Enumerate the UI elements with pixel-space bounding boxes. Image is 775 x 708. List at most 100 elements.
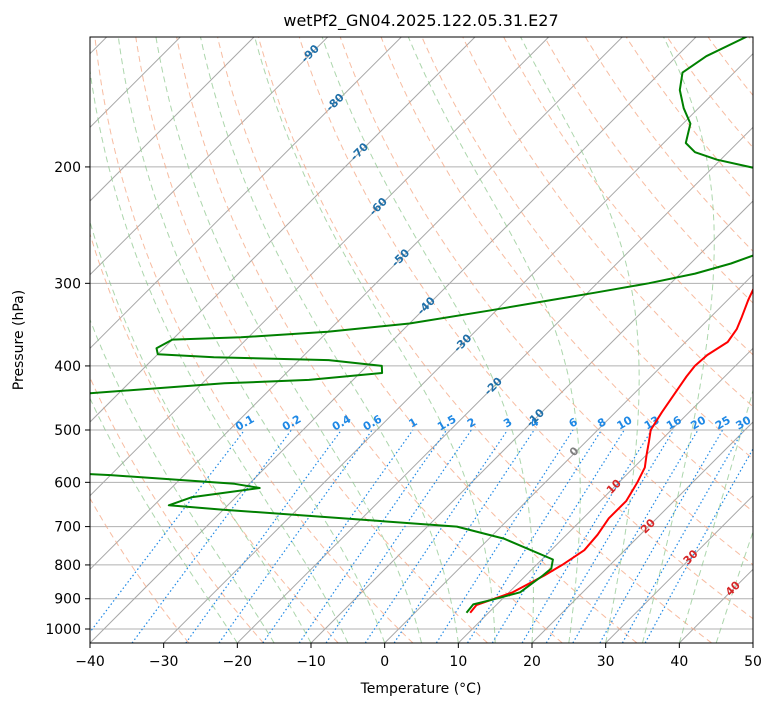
mixing-ratio-label: 3 bbox=[501, 415, 514, 430]
mixing-ratio-label: 6 bbox=[567, 415, 580, 430]
dry-adiabat-line bbox=[666, 37, 753, 149]
moist-adiabat-line bbox=[90, 318, 275, 643]
x-tick-label: −40 bbox=[75, 654, 105, 670]
x-tick-label: 10 bbox=[449, 654, 467, 670]
plot-frame bbox=[89, 36, 754, 644]
dry-adiabat-line bbox=[135, 37, 488, 643]
mixing-ratio-line bbox=[298, 429, 448, 643]
mixing-ratio-line bbox=[185, 429, 342, 643]
dry-adiabat-line bbox=[257, 37, 713, 643]
mixing-ratio-line bbox=[599, 429, 724, 643]
x-tick-label: 50 bbox=[744, 654, 762, 670]
y-tick-label: 700 bbox=[54, 520, 81, 536]
y-tick-label: 400 bbox=[54, 359, 81, 375]
mixing-ratio-line bbox=[364, 429, 508, 643]
y-tick-label: 500 bbox=[54, 423, 81, 439]
mixing-ratio-label: 30 bbox=[734, 413, 754, 432]
isotherm-line bbox=[384, 273, 753, 643]
x-axis-label: Temperature (°C) bbox=[360, 681, 482, 697]
dry-adiabat-line bbox=[298, 37, 753, 620]
moist-adiabat-line bbox=[520, 37, 640, 643]
moist-adiabat-label: 0 bbox=[567, 444, 582, 459]
y-tick-label: 800 bbox=[54, 558, 81, 574]
mixing-ratio-line bbox=[621, 429, 744, 643]
mixing-ratio-line bbox=[572, 429, 699, 643]
mixing-ratio-line bbox=[521, 429, 653, 643]
dry-adiabat-line bbox=[421, 37, 753, 460]
mixing-ratio-line bbox=[131, 429, 292, 643]
mixing-ratio-line bbox=[491, 429, 625, 643]
moist-adiabat-line bbox=[155, 37, 422, 643]
y-tick-label: 600 bbox=[54, 475, 81, 491]
isotherm-line bbox=[90, 37, 255, 202]
isotherm-line bbox=[90, 37, 329, 276]
dry-adiabat-line bbox=[739, 0, 775, 643]
dry-adiabat-line bbox=[707, 37, 753, 97]
moist-adiabat-line bbox=[117, 37, 386, 643]
moist-adiabat-line bbox=[321, 37, 534, 643]
isotherm-line bbox=[531, 421, 753, 643]
x-tick-label: −30 bbox=[149, 654, 179, 670]
isotherm-line bbox=[236, 126, 753, 643]
mixing-ratio-line bbox=[218, 429, 373, 643]
isotherm-line bbox=[90, 37, 182, 129]
mixing-ratio-label: 2 bbox=[465, 415, 478, 430]
mixing-ratio-line bbox=[90, 429, 245, 634]
isotherm-line bbox=[90, 37, 403, 350]
temperature-profile-line bbox=[469, 287, 753, 614]
dry-adiabat-line bbox=[380, 37, 753, 513]
x-tick-label: −10 bbox=[296, 654, 326, 670]
y-axis-label: Pressure (hPa) bbox=[11, 290, 27, 390]
isotherm-line bbox=[90, 37, 476, 423]
mixing-ratio-line bbox=[545, 429, 675, 643]
chart-title: wetPf2_GN04.2025.122.05.31.E27 bbox=[283, 11, 558, 31]
isotherm-line bbox=[90, 37, 550, 497]
isotherm-label: -100 bbox=[281, 0, 310, 9]
dry-adiabat-line bbox=[90, 376, 264, 643]
mixing-ratio-line bbox=[466, 429, 603, 643]
dry-adiabat-line bbox=[176, 37, 563, 643]
moist-adiabat-line bbox=[715, 530, 753, 643]
x-tick-label: 0 bbox=[380, 654, 389, 670]
isotherm-line bbox=[90, 37, 624, 571]
mixing-ratio-line bbox=[393, 429, 535, 643]
mixing-ratio-line bbox=[325, 429, 472, 643]
mixing-ratio-line bbox=[262, 429, 414, 643]
dry-adiabat-line bbox=[339, 37, 753, 566]
isotherm-line bbox=[310, 200, 753, 643]
moist-adiabat-line bbox=[678, 388, 753, 643]
isotherm-line bbox=[605, 494, 753, 643]
x-tick-label: 40 bbox=[670, 654, 688, 670]
y-tick-label: 300 bbox=[54, 276, 81, 292]
mixing-ratio-line bbox=[644, 447, 753, 643]
y-axis: 1002003004005006007008009001000 bbox=[45, 160, 90, 638]
dry-adiabat-line bbox=[748, 37, 753, 44]
isotherm-line bbox=[163, 52, 753, 643]
moist-adiabat-line bbox=[90, 67, 349, 643]
isotherm-line bbox=[457, 347, 753, 643]
background-lines bbox=[90, 0, 775, 643]
dry-adiabat-line bbox=[94, 37, 414, 643]
x-tick-label: −20 bbox=[223, 654, 253, 670]
mixing-ratio-label: 1 bbox=[407, 415, 420, 430]
isotherm-line bbox=[678, 568, 753, 643]
moist-adiabat-line bbox=[407, 37, 581, 643]
dewpoint-profile-line bbox=[90, 37, 753, 614]
y-tick-label: 1000 bbox=[45, 622, 81, 638]
mixing-ratio-line bbox=[435, 429, 574, 643]
y-tick-label: 900 bbox=[54, 592, 81, 608]
moist-adiabat-line bbox=[90, 397, 238, 643]
x-tick-label: 30 bbox=[597, 654, 615, 670]
dry-adiabat-line bbox=[543, 37, 753, 304]
x-axis: −40 −30 −20 −10 0 10 20 30 40 50 bbox=[75, 643, 762, 670]
dry-adiabat-line bbox=[217, 37, 638, 643]
dry-adiabat-line bbox=[90, 497, 190, 643]
moist-adiabat-line bbox=[254, 37, 496, 643]
isotherm-line bbox=[752, 642, 753, 643]
y-tick-label: 200 bbox=[54, 160, 81, 176]
isotherm-line bbox=[90, 37, 697, 643]
moist-adiabat-line bbox=[90, 220, 312, 643]
series-layer bbox=[90, 37, 753, 614]
